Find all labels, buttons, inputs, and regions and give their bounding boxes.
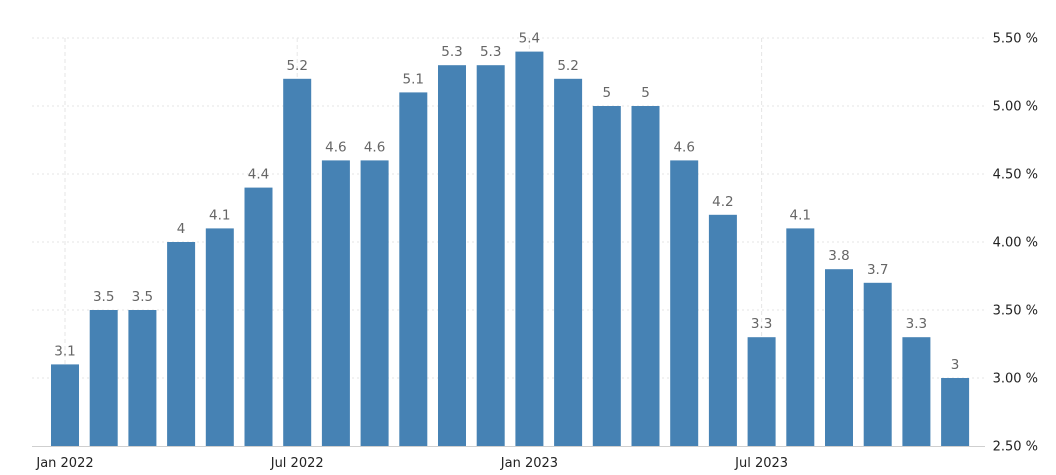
bar-value-label: 3 [951, 357, 960, 373]
bar-value-label: 4.1 [209, 207, 230, 223]
bar-value-label: 4.1 [790, 207, 811, 223]
y-tick-label: 5.50 % [993, 32, 1038, 47]
bar [825, 269, 853, 446]
bar [399, 92, 428, 447]
bar [554, 78, 583, 447]
bar [863, 282, 892, 446]
bar-value-label: 4.6 [673, 139, 694, 155]
bar [89, 310, 118, 446]
bar-value-label: 4 [177, 221, 186, 237]
bar [205, 228, 234, 446]
bar-value-label: 5.2 [286, 58, 307, 74]
x-axis: Jan 2022 Jul 2022 Jan 2023 Jul 2023 [32, 446, 985, 471]
bar-value-label: 3.7 [867, 262, 888, 278]
bar [244, 187, 273, 446]
bar [283, 78, 312, 447]
bar-value-label: 3.5 [132, 289, 153, 305]
data-labels: 3.1 3.5 3.5 4 4.1 4.4 5.2 4.6 4.6 5.1 5.3 5.3 5.4 5.2… [54, 31, 959, 373]
bar [592, 106, 621, 446]
bar-value-label: 5.3 [441, 44, 462, 60]
bar [515, 51, 544, 446]
x-tick-label: Jul 2023 [734, 456, 788, 471]
bar-value-label: 5.4 [519, 31, 540, 47]
x-tick-label: Jan 2023 [500, 456, 558, 471]
bar-value-label: 5.2 [557, 58, 578, 74]
bar-value-label: 3.5 [93, 289, 114, 305]
bar-value-label: 5.3 [480, 44, 501, 60]
bar [51, 364, 79, 446]
bar-value-label: 4.2 [712, 194, 733, 210]
x-tick-label: Jul 2022 [270, 456, 324, 471]
bar-value-label: 4.6 [325, 139, 346, 155]
bar-value-label: 3.3 [906, 316, 927, 332]
bar-value-label: 4.4 [248, 167, 269, 183]
y-tick-label: 3.00 % [993, 372, 1038, 387]
bar [167, 242, 196, 446]
bar [631, 106, 660, 446]
y-axis: 2.50 % 3.00 % 3.50 % 4.00 % 4.50 % 5.00 % 5.50… [993, 32, 1038, 455]
bar [786, 228, 815, 446]
bar-value-label: 3.3 [751, 316, 772, 332]
y-tick-label: 4.50 % [993, 168, 1038, 183]
bar-value-label: 5 [603, 85, 612, 101]
bar [321, 160, 350, 446]
bar [128, 310, 157, 446]
bars [51, 51, 970, 447]
bar [747, 337, 776, 446]
y-tick-label: 4.00 % [993, 236, 1038, 251]
bar [941, 378, 970, 446]
bar-value-label: 3.8 [828, 248, 849, 264]
y-tick-label: 3.50 % [993, 304, 1038, 319]
y-tick-label: 5.00 % [993, 100, 1038, 115]
bar [670, 160, 699, 446]
bar-value-label: 3.1 [54, 343, 75, 359]
bar-value-label: 5.1 [403, 71, 424, 87]
bar [902, 337, 931, 446]
bar [438, 65, 466, 446]
bar [360, 160, 389, 446]
bar-value-label: 4.6 [364, 139, 385, 155]
bar-value-label: 5 [641, 85, 650, 101]
bar [476, 65, 505, 446]
x-tick-label: Jan 2022 [35, 456, 93, 471]
y-tick-label: 2.50 % [993, 440, 1038, 455]
bar [708, 214, 737, 446]
